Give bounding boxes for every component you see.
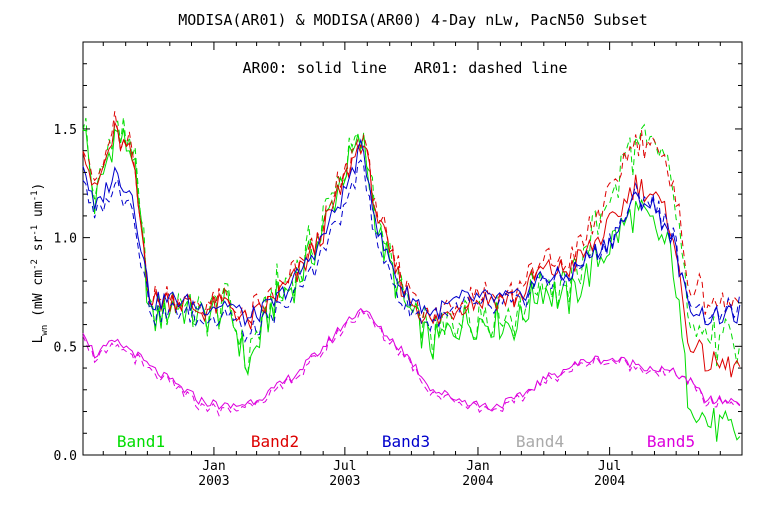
- legend-band2: Band2: [251, 432, 299, 451]
- x-tick-month: Jan: [202, 459, 225, 474]
- y-tick-label: 0.5: [54, 340, 77, 355]
- legend-band4: Band4: [516, 432, 564, 451]
- plot-frame: [82, 41, 743, 456]
- band3-ar00-line: [82, 138, 741, 327]
- x-tick-month: Jul: [333, 459, 356, 474]
- x-tick-year: 2003: [198, 474, 229, 489]
- legend-band1: Band1: [117, 432, 165, 451]
- legend-band5: Band5: [647, 432, 695, 451]
- x-tick-month: Jan: [466, 459, 489, 474]
- band1-ar01-line: [82, 117, 741, 376]
- y-tick-label: 1.5: [54, 123, 77, 138]
- legend: Band1 Band2 Band3 Band4 Band5: [117, 432, 695, 451]
- band3-ar01-line: [82, 159, 741, 344]
- band2-ar01-line: [82, 111, 741, 325]
- x-tick-month: Jul: [598, 459, 621, 474]
- y-tick-label: 0.0: [54, 449, 77, 464]
- line-style-note: AR00: solid line AR01: dashed line: [242, 59, 567, 77]
- band5-ar01-line: [82, 308, 741, 417]
- chart-title: MODISA(AR01) & MODISA(AR00) 4-Day nLw, P…: [178, 11, 648, 29]
- y-tick-label: 1.0: [54, 232, 77, 247]
- band5-ar00-line: [82, 307, 741, 412]
- band1-ar00-line: [82, 128, 741, 442]
- y-axis-label: Lwn (mW cm-2 sr-1 um-1): [30, 183, 50, 344]
- x-tick-year: 2004: [594, 474, 625, 489]
- legend-band3: Band3: [382, 432, 430, 451]
- band2-ar00-line: [82, 120, 741, 378]
- x-tick-year: 2003: [329, 474, 360, 489]
- series-layer: [82, 111, 741, 442]
- x-tick-year: 2004: [462, 474, 493, 489]
